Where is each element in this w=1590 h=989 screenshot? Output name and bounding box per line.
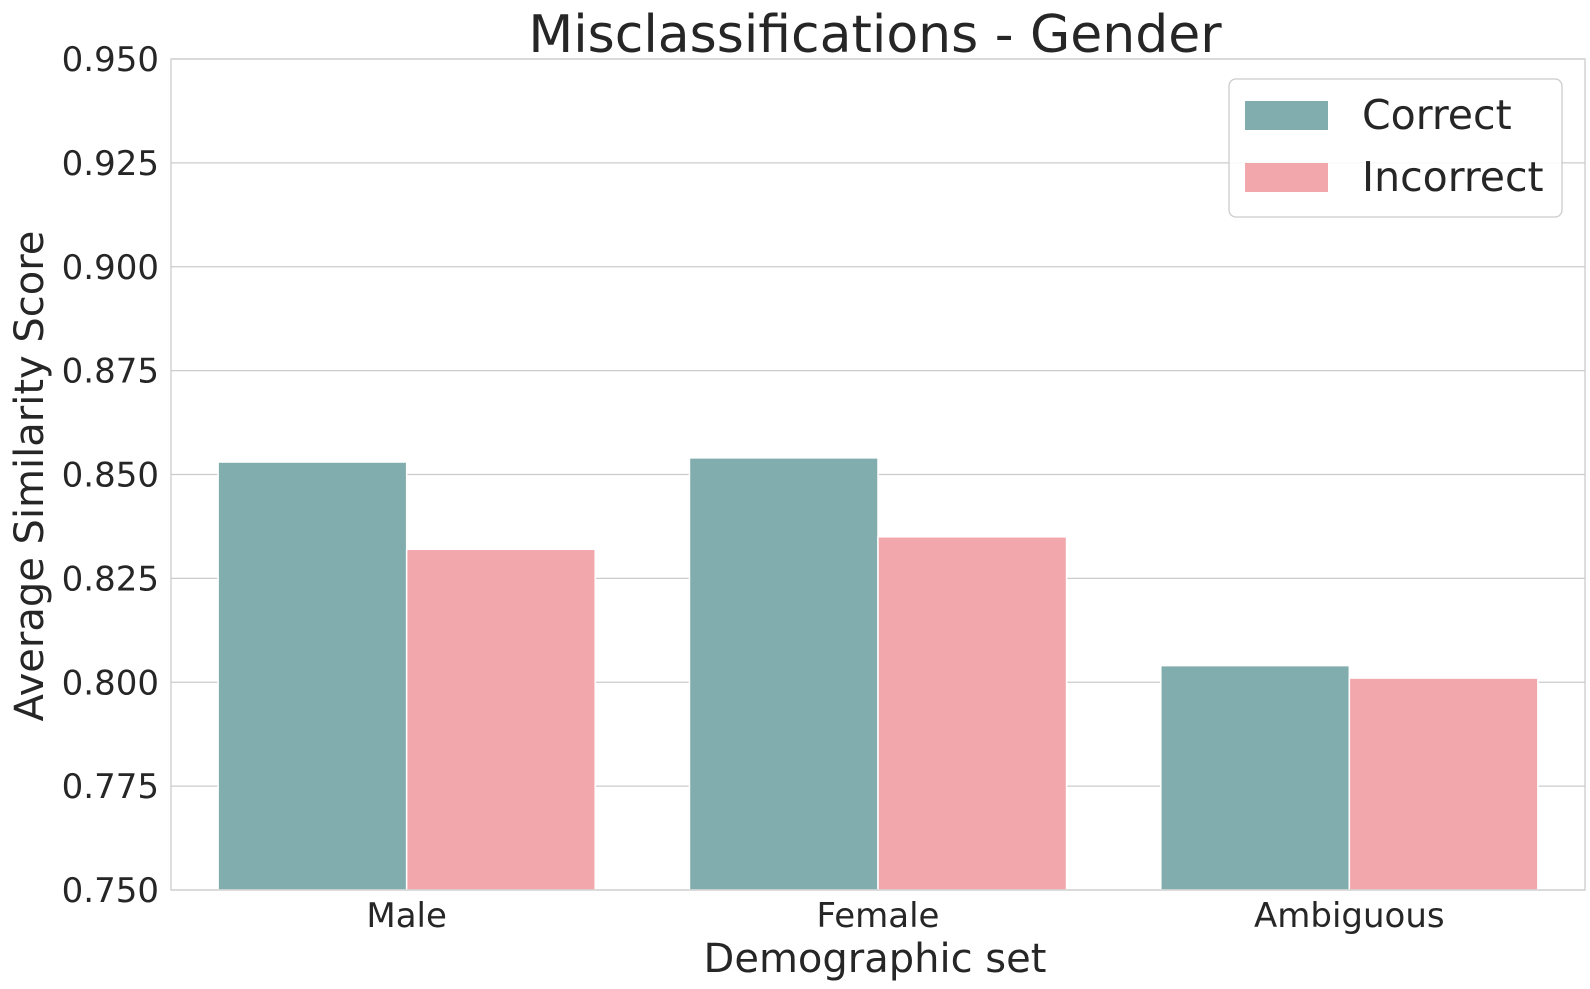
x-axis-label: Demographic set — [704, 936, 1047, 982]
bar-correct-ambiguous — [1160, 664, 1351, 891]
bars — [217, 457, 1539, 891]
y-tick-label: 0.950 — [62, 40, 159, 80]
legend: Correct Incorrect — [1228, 78, 1563, 218]
x-tick-label: Female — [817, 896, 940, 936]
x-tick-label: Ambiguous — [1254, 896, 1445, 936]
y-tick-label: 0.825 — [62, 559, 159, 599]
chart-title: Misclassifications - Gender — [528, 5, 1222, 65]
x-tick-labels: Male Female Ambiguous — [366, 896, 1444, 936]
y-tick-label: 0.750 — [62, 871, 159, 911]
bar-incorrect-ambiguous — [1348, 677, 1539, 891]
bar-incorrect-male — [405, 548, 596, 891]
legend-label-correct: Correct — [1362, 91, 1512, 139]
legend-swatch-incorrect — [1245, 163, 1328, 192]
x-tick-label: Male — [366, 896, 447, 936]
y-tick-label: 0.775 — [62, 767, 159, 807]
bar-correct-male — [217, 461, 408, 891]
plot-frame — [170, 58, 1586, 891]
y-tick-labels: 0.750 0.775 0.800 0.825 0.850 0.875 0.900 0.925… — [62, 40, 159, 911]
bar-correct-female — [688, 457, 879, 891]
legend-label-incorrect: Incorrect — [1362, 153, 1544, 201]
y-tick-label: 0.800 — [62, 663, 159, 703]
bar-incorrect-female — [877, 536, 1068, 891]
y-tick-label: 0.925 — [62, 144, 159, 184]
y-tick-label: 0.900 — [62, 248, 159, 288]
y-axis-label: Average Similarity Score — [7, 231, 53, 722]
legend-swatch-correct — [1245, 101, 1328, 130]
y-tick-label: 0.875 — [62, 352, 159, 392]
y-tick-label: 0.850 — [62, 456, 159, 496]
